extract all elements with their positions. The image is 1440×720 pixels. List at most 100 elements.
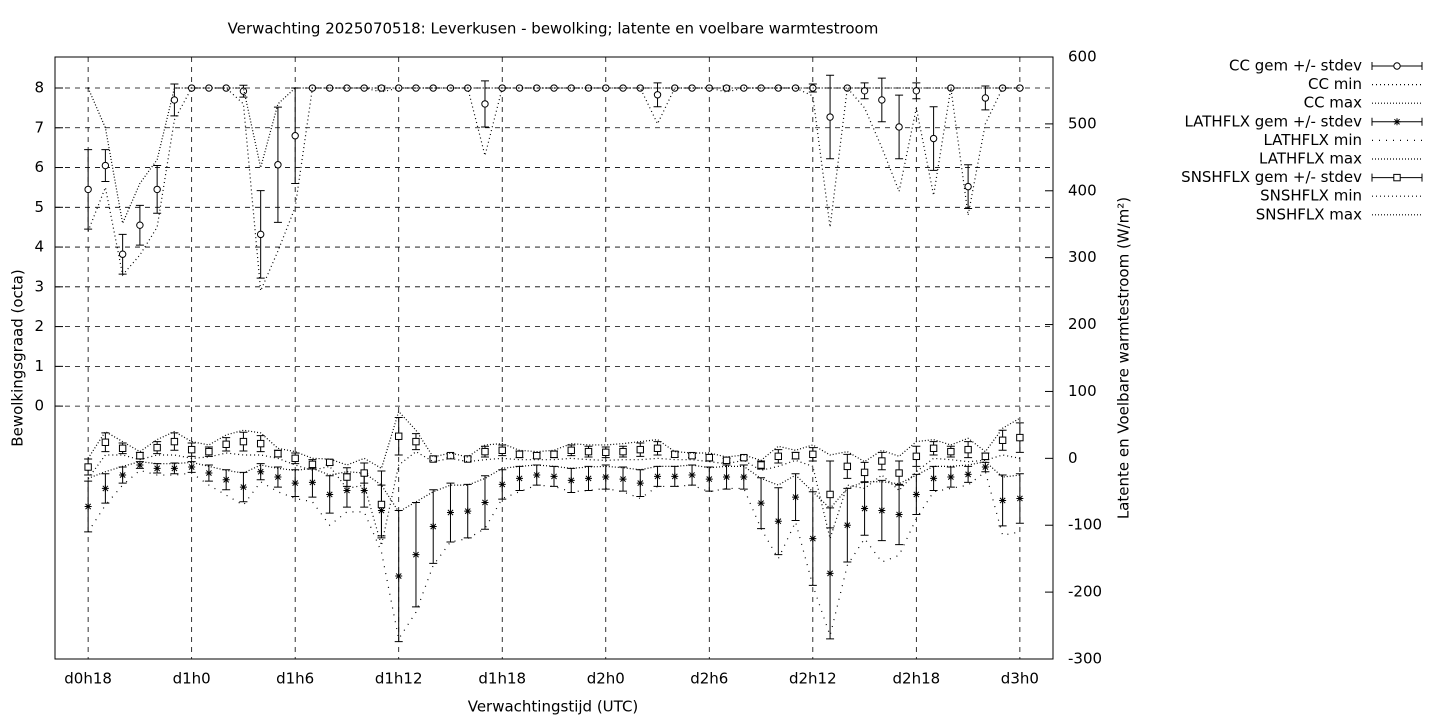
y-tick-label: 7: [34, 118, 44, 136]
y2-tick-label: 100: [1068, 382, 1097, 400]
point: [636, 84, 644, 92]
point: [136, 221, 144, 229]
point: [446, 509, 454, 517]
point: [878, 507, 886, 515]
point: [291, 132, 299, 140]
legend-label: SNSHFLX min: [1260, 187, 1362, 205]
point: [533, 471, 541, 479]
point: [826, 113, 834, 121]
point: [170, 437, 179, 446]
point: [653, 444, 662, 453]
x-tick-label: d2h12: [789, 670, 837, 688]
point: [878, 457, 886, 465]
point: [257, 468, 265, 476]
point: [187, 445, 196, 454]
point: [671, 450, 679, 459]
point: [1016, 494, 1024, 502]
point: [464, 455, 472, 463]
point: [274, 449, 282, 458]
point: [929, 134, 938, 143]
point: [464, 507, 472, 515]
point: [360, 486, 368, 494]
point: [239, 87, 248, 95]
legend-label: LATHFLX gem +/- stdev: [1184, 112, 1362, 130]
point: [653, 91, 662, 99]
legend-label: SNSHFLX max: [1256, 205, 1362, 223]
y-axis-label: Bewolkingsgraad (octa): [9, 269, 27, 446]
y2-tick-label: 200: [1068, 315, 1097, 333]
point: [84, 185, 92, 194]
point: [412, 551, 420, 559]
point: [654, 472, 662, 480]
point: [688, 471, 696, 479]
y2-axis-label: Latente en Voelbare warmtestroom (W/m²): [1115, 197, 1133, 519]
point: [688, 451, 696, 460]
point: [981, 463, 989, 471]
point: [947, 447, 955, 456]
point: [930, 474, 938, 482]
point: [895, 123, 903, 131]
point: [584, 447, 593, 456]
point: [550, 472, 558, 480]
point: [602, 473, 610, 481]
chart-title: Verwachting 2025070518: Leverkusen - bew…: [228, 20, 879, 38]
point: [981, 94, 990, 102]
point: [912, 87, 921, 95]
point: [860, 468, 869, 477]
y2-tick-label: -300: [1068, 650, 1102, 668]
point: [291, 454, 299, 463]
point: [239, 437, 248, 446]
x-tick-label: d1h0: [173, 670, 211, 688]
point: [274, 473, 282, 481]
point: [170, 464, 178, 472]
point: [412, 437, 420, 446]
point: [429, 523, 437, 531]
point: [826, 569, 834, 577]
x-tick-label: d2h6: [690, 670, 728, 688]
point: [843, 462, 852, 471]
x-tick-label: d3h0: [1001, 670, 1039, 688]
line: [87, 86, 1020, 292]
y2-tick-label: 400: [1068, 181, 1097, 199]
point: [84, 463, 92, 471]
point: [498, 480, 506, 488]
point: [774, 84, 783, 92]
point: [239, 483, 247, 491]
legend-label: LATHFLX min: [1263, 131, 1362, 149]
point: [619, 447, 627, 456]
point: [153, 443, 161, 452]
point: [325, 458, 334, 467]
y-tick-label: 6: [34, 158, 44, 176]
point: [343, 473, 351, 481]
point: [377, 500, 386, 509]
point: [705, 475, 713, 483]
point: [947, 473, 955, 481]
legend-label: CC gem +/- stdev: [1229, 57, 1362, 75]
legend-marker: [1393, 173, 1401, 182]
legend-label: CC max: [1304, 94, 1363, 112]
point: [705, 453, 713, 462]
point: [291, 479, 299, 487]
point: [326, 490, 334, 498]
y-tick-label: 2: [34, 317, 44, 335]
point: [999, 496, 1007, 504]
point: [308, 478, 316, 486]
point: [153, 185, 161, 194]
point: [774, 452, 783, 461]
point: [395, 572, 403, 580]
point: [222, 440, 230, 448]
point: [585, 474, 593, 482]
point: [809, 450, 817, 459]
legend-label: CC min: [1308, 75, 1362, 93]
point: [981, 452, 990, 461]
point: [757, 499, 765, 507]
point: [136, 461, 144, 469]
y-tick-label: 0: [34, 397, 44, 415]
point: [895, 511, 903, 519]
point: [429, 455, 437, 463]
y2-tick-label: -200: [1068, 583, 1102, 601]
point: [533, 451, 541, 460]
point: [602, 448, 610, 457]
y-tick-label: 4: [34, 238, 44, 256]
